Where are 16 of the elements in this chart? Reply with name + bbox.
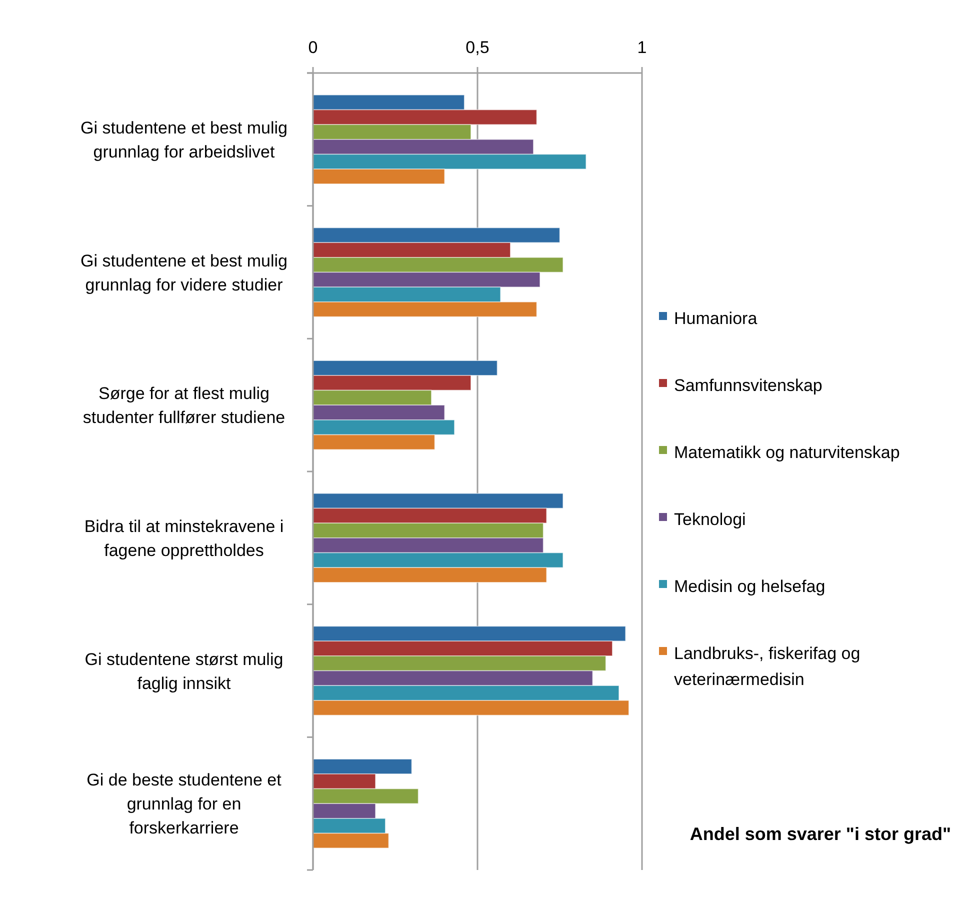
legend-label: Teknologi bbox=[674, 510, 746, 529]
legend-label: Matematikk og naturvitenskap bbox=[674, 443, 900, 462]
x-axis-title: Andel som svarer "i stor grad" bbox=[690, 824, 951, 844]
y-tick-label: Sørge for at flest mulig studenter fullfører studiene bbox=[82, 384, 286, 428]
legend-label: Humaniora bbox=[674, 309, 758, 328]
legend-label: Medisin og helsefag bbox=[674, 577, 826, 596]
y-tick-label: Gi studentene et best mulig grunnlag for arbeidslivet bbox=[80, 118, 288, 162]
y-tick-label: Gi de beste studentene et grunnlag for en forskerkarriere bbox=[86, 770, 282, 838]
y-tick-label: Gi studentene størst mulig faglig innsikt bbox=[84, 650, 284, 693]
x-tick-label: 1 bbox=[637, 38, 647, 57]
y-tick-label: Gi studentene et best mulig grunnlag for videre studier bbox=[80, 251, 288, 294]
legend-label: Landbruks-, fiskerifag og veterinærmedisin bbox=[674, 644, 860, 689]
y-tick-label: Bidra til at minstekravene i fagene opprettholdes bbox=[84, 516, 284, 560]
x-tick-label: 0 bbox=[308, 38, 318, 57]
legend-label: Samfunnsvitenskap bbox=[674, 376, 822, 395]
x-tick-label: 0,5 bbox=[466, 38, 490, 57]
